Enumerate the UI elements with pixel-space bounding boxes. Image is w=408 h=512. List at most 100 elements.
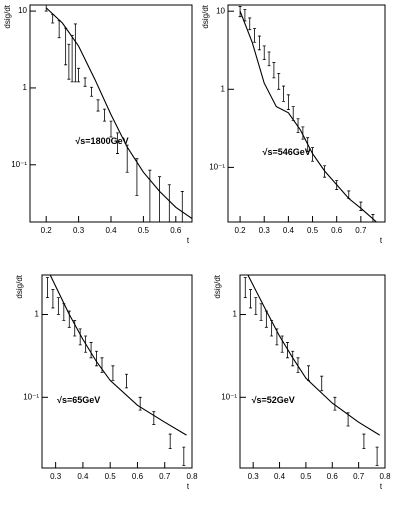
x-tick-label: 0.6 bbox=[170, 226, 182, 235]
annotation: √s=1800GeV bbox=[75, 136, 128, 146]
x-tick-label: 0.7 bbox=[355, 226, 367, 235]
error-bar bbox=[347, 190, 351, 199]
x-tick-label: 0.2 bbox=[41, 226, 53, 235]
error-bar bbox=[83, 77, 87, 87]
y-axis-label: dsig/dt bbox=[201, 4, 210, 28]
error-bar bbox=[306, 137, 310, 152]
x-tick-label: 0.4 bbox=[283, 226, 295, 235]
error-bar bbox=[272, 62, 276, 79]
error-bar bbox=[285, 342, 289, 359]
plot-area bbox=[45, 275, 187, 466]
model-curve bbox=[49, 275, 187, 436]
error-bar bbox=[168, 433, 172, 450]
y-tick-label: 1 bbox=[23, 83, 28, 92]
x-tick-label: 0.6 bbox=[331, 226, 343, 235]
error-bar bbox=[182, 446, 186, 466]
error-bar bbox=[73, 23, 77, 83]
x-tick-label: 0.5 bbox=[307, 226, 319, 235]
error-bar bbox=[280, 335, 284, 353]
error-bar bbox=[296, 357, 300, 373]
error-bar bbox=[371, 214, 375, 222]
error-bar bbox=[291, 350, 295, 367]
error-bar bbox=[257, 35, 261, 51]
error-bar bbox=[135, 158, 139, 196]
error-bar bbox=[248, 17, 252, 31]
annotation: √s=65GeV bbox=[57, 395, 100, 405]
error-bar bbox=[73, 319, 77, 337]
plot-area bbox=[238, 6, 378, 222]
y-axis-label: dsig/dt bbox=[3, 4, 12, 28]
error-bar bbox=[62, 303, 66, 321]
error-bar bbox=[362, 433, 366, 450]
x-tick-label: 0.2 bbox=[235, 226, 247, 235]
error-bar bbox=[359, 201, 363, 211]
error-bar bbox=[291, 106, 295, 121]
error-bar bbox=[103, 108, 107, 122]
error-bar bbox=[333, 396, 337, 411]
x-tick-label: 0.4 bbox=[77, 472, 89, 481]
error-bar bbox=[158, 176, 162, 222]
error-bar bbox=[111, 365, 115, 381]
error-bar bbox=[125, 373, 129, 389]
error-bar bbox=[167, 184, 171, 222]
error-bar bbox=[238, 6, 242, 18]
x-axis-label: t bbox=[187, 482, 190, 491]
y-tick-label: 10⁻¹ bbox=[11, 160, 27, 169]
error-bar bbox=[115, 132, 119, 154]
error-bar bbox=[138, 396, 142, 411]
y-tick-label: 10⁻¹ bbox=[209, 163, 225, 172]
error-bar bbox=[125, 144, 129, 173]
error-bar bbox=[180, 191, 184, 222]
error-bar bbox=[95, 350, 99, 367]
error-bar bbox=[70, 35, 74, 83]
y-tick-label: 10⁻¹ bbox=[221, 392, 237, 401]
y-tick-label: 1 bbox=[221, 84, 226, 93]
error-bar bbox=[77, 67, 81, 83]
error-bar bbox=[301, 126, 305, 140]
error-bar bbox=[277, 72, 281, 90]
error-bar bbox=[51, 289, 55, 309]
error-bar bbox=[57, 20, 61, 39]
x-axis-label: t bbox=[187, 236, 190, 245]
error-bar bbox=[243, 277, 247, 299]
x-tick-label: 0.4 bbox=[274, 472, 286, 481]
error-bar bbox=[375, 446, 379, 466]
error-bar bbox=[90, 86, 94, 97]
error-bar bbox=[67, 310, 71, 328]
x-tick-label: 0.8 bbox=[379, 472, 391, 481]
error-bar bbox=[264, 310, 268, 328]
error-bar bbox=[84, 335, 88, 353]
plot-area bbox=[44, 5, 192, 222]
error-bar bbox=[96, 99, 100, 112]
annotation: √s=546GeV bbox=[263, 147, 311, 157]
error-bar bbox=[286, 94, 290, 110]
y-axis-label: dsig/dt bbox=[15, 274, 24, 298]
x-tick-label: 0.5 bbox=[138, 226, 150, 235]
error-bar bbox=[67, 43, 71, 80]
error-bar bbox=[262, 45, 266, 60]
error-bar bbox=[282, 85, 286, 102]
error-bar bbox=[109, 120, 113, 138]
y-tick-label: 1 bbox=[35, 310, 40, 319]
annotation: √s=52GeV bbox=[252, 395, 295, 405]
model-curve bbox=[247, 275, 380, 436]
y-tick-label: 1 bbox=[233, 310, 238, 319]
y-tick-label: 10⁻¹ bbox=[23, 392, 39, 401]
error-bar bbox=[253, 28, 257, 43]
error-bar bbox=[320, 375, 324, 392]
error-bar bbox=[296, 118, 300, 133]
error-bar bbox=[44, 5, 48, 12]
model-curve bbox=[239, 11, 378, 222]
error-bar bbox=[307, 365, 311, 381]
x-tick-label: 0.5 bbox=[300, 472, 312, 481]
error-bar bbox=[267, 51, 271, 67]
x-tick-label: 0.5 bbox=[105, 472, 117, 481]
plot-area bbox=[243, 275, 380, 466]
model-curve bbox=[45, 7, 192, 219]
x-axis-label: t bbox=[380, 482, 383, 491]
x-tick-label: 0.4 bbox=[105, 226, 117, 235]
x-tick-label: 0.3 bbox=[259, 226, 271, 235]
error-bar bbox=[254, 297, 258, 315]
error-bar bbox=[89, 342, 93, 359]
